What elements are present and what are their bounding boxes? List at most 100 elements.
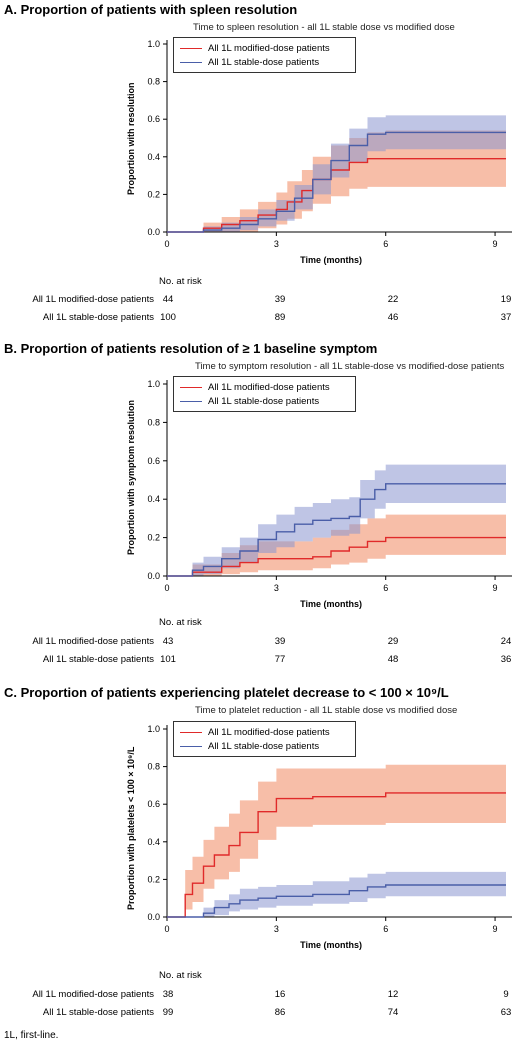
legend-label-modified: All 1L modified-dose patients — [208, 381, 330, 393]
legend-label-stable: All 1L stable-dose patients — [208, 395, 320, 407]
ci-band-stable — [167, 464, 506, 576]
km-line-stable — [167, 131, 506, 233]
panel-a-risk-label-stable: All 1L stable-dose patients — [42, 312, 154, 323]
risk-value: 36 — [500, 654, 512, 665]
legend-swatch-modified — [180, 386, 202, 388]
x-axis-label: Time (months) — [300, 599, 362, 609]
y-tick-label: 0.2 — [147, 874, 160, 884]
panel-a-risk-header: No. at risk — [159, 276, 202, 287]
y-tick-label: 0.0 — [147, 571, 160, 581]
panel-a-title: A. Proportion of patients with spleen re… — [4, 2, 298, 17]
y-tick-label: 0.4 — [147, 152, 160, 162]
risk-value: 44 — [162, 294, 174, 305]
ci-band-modified — [167, 764, 506, 917]
risk-value: 12 — [387, 989, 399, 1000]
panel-a-subtitle: Time to spleen resolution - all 1L stabl… — [193, 22, 455, 33]
legend-label-stable: All 1L stable-dose patients — [208, 740, 320, 752]
risk-value: 37 — [500, 312, 512, 323]
x-axis-label: Time (months) — [300, 940, 362, 950]
x-tick-label: 3 — [274, 583, 279, 593]
panel-c-risk-label-stable: All 1L stable-dose patients — [42, 1007, 154, 1018]
panel-c-subtitle: Time to platelet reduction - all 1L stab… — [195, 705, 458, 716]
panel-b-legend: All 1L modified-dose patients All 1L sta… — [173, 376, 356, 412]
risk-value: 46 — [387, 312, 399, 323]
x-tick-label: 6 — [383, 924, 388, 934]
panel-b-risk-label-stable: All 1L stable-dose patients — [42, 654, 154, 665]
x-tick-label: 9 — [493, 239, 498, 249]
risk-value: 39 — [274, 294, 286, 305]
km-line-stable — [167, 884, 506, 918]
panel-a-risk-label-modified: All 1L modified-dose patients — [32, 294, 154, 305]
x-tick-label: 0 — [164, 239, 169, 249]
legend-swatch-stable — [180, 61, 202, 63]
y-tick-label: 0.2 — [147, 189, 160, 199]
legend-item-modified: All 1L modified-dose patients — [180, 381, 330, 393]
risk-value: 100 — [160, 312, 176, 323]
legend-item-modified: All 1L modified-dose patients — [180, 726, 330, 738]
y-tick-label: 0.6 — [147, 799, 160, 809]
legend-item-modified: All 1L modified-dose patients — [180, 42, 330, 54]
legend-label-modified: All 1L modified-dose patients — [208, 726, 330, 738]
panel-c-risk-label-modified: All 1L modified-dose patients — [32, 989, 154, 1000]
risk-value: 74 — [387, 1007, 399, 1018]
x-tick-label: 9 — [493, 924, 498, 934]
panel-b-risk-label-modified: All 1L modified-dose patients — [32, 636, 154, 647]
panel-a-chart: 0.0 0.2 0.4 0.6 0.8 1.0 0 3 6 9 Time (months) — [147, 39, 512, 265]
x-tick-label: 3 — [274, 239, 279, 249]
ci-band-modified — [167, 130, 506, 232]
risk-value: 99 — [162, 1007, 174, 1018]
x-tick-label: 9 — [493, 583, 498, 593]
risk-value: 48 — [387, 654, 399, 665]
risk-value: 89 — [274, 312, 286, 323]
panel-c-legend: All 1L modified-dose patients All 1L sta… — [173, 721, 356, 757]
panel-c-chart: 0.0 0.2 0.4 0.6 0.8 1.0 0 3 6 9 Time (months) — [147, 724, 512, 950]
y-tick-label: 1.0 — [147, 379, 160, 389]
km-line-modified — [167, 792, 506, 918]
x-tick-label: 6 — [383, 239, 388, 249]
y-tick-label: 0.6 — [147, 456, 160, 466]
x-tick-label: 0 — [164, 583, 169, 593]
legend-item-stable: All 1L stable-dose patients — [180, 56, 319, 68]
panel-b-title: B. Proportion of patients resolution of … — [4, 341, 378, 356]
risk-value: 39 — [274, 636, 286, 647]
y-tick-label: 0.0 — [147, 912, 160, 922]
panel-c-risk-header: No. at risk — [159, 970, 202, 981]
legend-swatch-modified — [180, 47, 202, 49]
km-line-stable — [167, 483, 506, 577]
ci-band-stable — [167, 115, 506, 232]
legend-item-stable: All 1L stable-dose patients — [180, 740, 319, 752]
legend-item-stable: All 1L stable-dose patients — [180, 395, 319, 407]
x-tick-label: 6 — [383, 583, 388, 593]
y-tick-label: 1.0 — [147, 39, 160, 49]
legend-label-stable: All 1L stable-dose patients — [208, 56, 320, 68]
risk-value: 77 — [274, 654, 286, 665]
y-tick-label: 0.0 — [147, 227, 160, 237]
footnote: 1L, first-line. — [4, 1030, 59, 1041]
panel-a-legend: All 1L modified-dose patients All 1L sta… — [173, 37, 356, 73]
risk-value: 38 — [162, 989, 174, 1000]
risk-value: 43 — [162, 636, 174, 647]
risk-value: 101 — [160, 654, 176, 665]
risk-value: 16 — [274, 989, 286, 1000]
legend-label-modified: All 1L modified-dose patients — [208, 42, 330, 54]
risk-value: 29 — [387, 636, 399, 647]
y-tick-label: 0.6 — [147, 114, 160, 124]
x-tick-label: 0 — [164, 924, 169, 934]
legend-swatch-stable — [180, 745, 202, 747]
x-tick-label: 3 — [274, 924, 279, 934]
y-tick-label: 0.8 — [147, 762, 160, 772]
risk-value: 24 — [500, 636, 512, 647]
y-tick-label: 0.4 — [147, 494, 160, 504]
risk-value: 19 — [500, 294, 512, 305]
y-tick-label: 0.2 — [147, 533, 160, 543]
risk-value: 86 — [274, 1007, 286, 1018]
panel-c-title: C. Proportion of patients experiencing p… — [4, 685, 449, 700]
legend-swatch-stable — [180, 400, 202, 402]
risk-value: 22 — [387, 294, 399, 305]
y-tick-label: 0.8 — [147, 77, 160, 87]
panel-b-chart: 0.0 0.2 0.4 0.6 0.8 1.0 0 3 6 9 Time (months) — [147, 379, 512, 609]
x-axis-label: Time (months) — [300, 255, 362, 265]
legend-swatch-modified — [180, 731, 202, 733]
km-line-modified — [167, 536, 506, 577]
risk-value: 9 — [503, 989, 509, 1000]
